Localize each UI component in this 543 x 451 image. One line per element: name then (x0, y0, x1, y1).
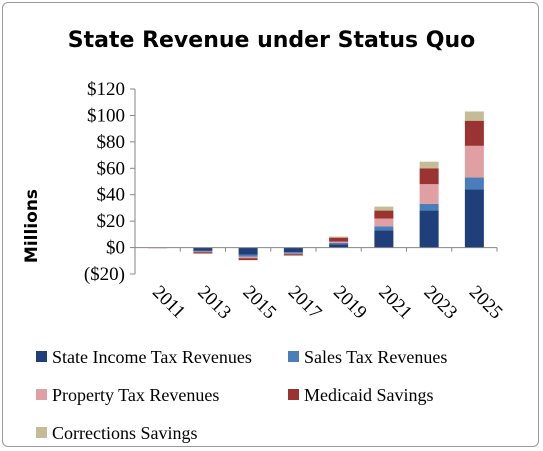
bar-segment (193, 250, 213, 252)
legend-item: Medicaid Savings (288, 384, 433, 406)
bar-segment (193, 252, 213, 254)
bar-segment (374, 210, 394, 219)
y-tick-label: $100 (87, 105, 125, 126)
legend-label: Sales Tax Revenues (304, 347, 448, 367)
legend-swatch (288, 389, 299, 401)
legend-swatch (36, 389, 47, 401)
legend-label: Medicaid Savings (304, 385, 434, 405)
y-tick-label: ($20) (84, 264, 125, 285)
y-tick-label: $40 (97, 185, 126, 206)
x-tick-label: 2025 (465, 282, 507, 324)
bar-segment (329, 241, 349, 243)
y-tick-label: $20 (97, 211, 126, 232)
bar-segment (238, 247, 258, 255)
bar-segment (283, 252, 303, 254)
bar-segment (283, 247, 303, 253)
bar-segment (419, 203, 439, 211)
bar-segment (374, 226, 394, 231)
legend-item: Property Tax Revenues (36, 384, 219, 406)
bars (148, 111, 484, 261)
bar-segment (329, 237, 349, 242)
legend-swatch (36, 351, 47, 363)
x-tick-label: 2023 (420, 282, 462, 324)
bar-segment (419, 161, 439, 169)
bar-segment (374, 230, 394, 248)
legend-swatch (288, 351, 299, 363)
legend-item: Corrections Savings (36, 422, 198, 444)
legend-label: Property Tax Revenues (52, 385, 220, 405)
legend-item: State Income Tax Revenues (36, 346, 252, 368)
bar-segment (464, 189, 484, 248)
x-tick-label: 2011 (148, 282, 189, 323)
bar-segment (329, 242, 349, 245)
chart-frame (2, 2, 539, 447)
bar-segment (464, 177, 484, 190)
x-axis: 2011 2013 2015 2017 2019 2021 2023 2025 (134, 247, 507, 324)
legend-label: Corrections Savings (52, 423, 198, 443)
bar-segment (329, 236, 349, 238)
legend-item: Sales Tax Revenues (288, 346, 447, 368)
bar-segment (374, 206, 394, 211)
y-tick-label: $0 (106, 238, 125, 259)
bar-segment (464, 111, 484, 121)
bar-segment (374, 218, 394, 227)
bar-segment (193, 247, 213, 251)
y-tick-label: $60 (97, 158, 126, 179)
x-tick-label: 2017 (284, 282, 326, 324)
bar-segment (238, 256, 258, 259)
legend-swatch (36, 427, 47, 439)
y-tick-label: $120 (87, 79, 125, 100)
bar-segment (283, 254, 303, 256)
bar-segment (238, 254, 258, 257)
x-tick-label: 2019 (329, 282, 371, 324)
x-tick-label: 2013 (193, 282, 235, 324)
bar-segment (419, 184, 439, 204)
bar-segment (238, 258, 258, 261)
bar-segment (464, 120, 484, 146)
bar-segment (419, 168, 439, 185)
x-tick-label: 2021 (374, 282, 416, 324)
bar-segment (419, 210, 439, 248)
y-tick-label: $80 (97, 132, 126, 153)
chart-title: State Revenue under Status Quo (67, 28, 476, 53)
bar-segment (329, 244, 349, 248)
bar-segment (283, 253, 303, 255)
x-tick-label: 2015 (239, 282, 281, 324)
legend-label: State Income Tax Revenues (52, 347, 252, 367)
bar-segment (464, 145, 484, 178)
bar-segment (193, 251, 213, 253)
y-axis: ($20) $0 $20 $40 $60 $80 $100 $120 (84, 79, 136, 285)
